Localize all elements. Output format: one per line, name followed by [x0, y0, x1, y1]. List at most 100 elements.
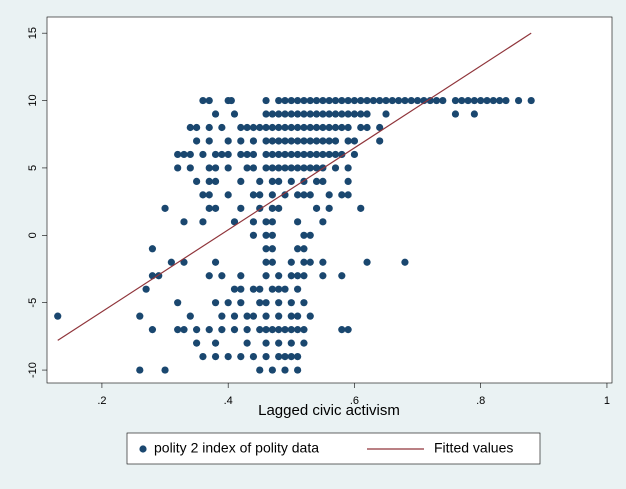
- data-point: [205, 326, 213, 334]
- data-point: [401, 258, 409, 266]
- legend-label: polity 2 index of polity data: [154, 440, 319, 456]
- plot-area: [46, 16, 613, 384]
- data-point: [312, 150, 321, 159]
- data-point: [287, 164, 295, 172]
- data-point: [306, 312, 314, 320]
- data-point: [186, 164, 194, 172]
- data-point: [237, 204, 245, 212]
- data-point: [275, 137, 283, 145]
- data-point: [237, 285, 245, 293]
- data-point: [300, 191, 308, 199]
- x-axis-title: Lagged civic activism: [258, 402, 400, 419]
- data-point: [268, 231, 276, 239]
- data-point: [294, 137, 302, 145]
- legend-marker: [139, 445, 147, 453]
- data-point: [211, 164, 220, 172]
- data-point: [211, 352, 220, 361]
- data-point: [287, 123, 295, 132]
- data-point: [211, 204, 220, 212]
- data-point: [451, 96, 460, 105]
- data-point: [464, 96, 472, 105]
- data-point: [363, 258, 371, 266]
- data-point: [249, 164, 258, 172]
- data-point: [287, 96, 295, 105]
- data-point: [180, 150, 188, 159]
- y-tick-label: 10: [27, 94, 39, 106]
- data-point: [262, 123, 270, 132]
- data-point: [268, 164, 276, 172]
- data-point: [275, 110, 283, 118]
- data-point: [338, 272, 346, 280]
- data-point: [224, 299, 232, 307]
- data-point: [319, 137, 327, 145]
- data-point: [224, 150, 232, 159]
- data-point: [338, 326, 346, 334]
- data-point: [300, 164, 308, 172]
- data-point: [300, 272, 308, 280]
- data-point: [237, 137, 245, 145]
- data-point: [407, 96, 415, 105]
- data-point: [344, 110, 352, 118]
- data-point: [205, 96, 213, 105]
- data-point: [281, 191, 289, 199]
- data-point: [218, 312, 226, 320]
- data-point: [161, 366, 169, 374]
- data-point: [199, 150, 207, 159]
- data-point: [275, 339, 283, 347]
- data-point: [249, 123, 258, 132]
- data-point: [275, 285, 283, 293]
- data-point: [287, 258, 295, 266]
- data-point: [205, 204, 213, 212]
- data-point: [199, 218, 207, 226]
- data-point: [268, 177, 276, 186]
- data-point: [230, 312, 239, 320]
- data-point: [319, 96, 327, 105]
- data-point: [294, 312, 302, 320]
- data-point: [227, 96, 235, 105]
- data-point: [527, 96, 535, 105]
- data-point: [161, 204, 169, 212]
- data-point: [502, 96, 510, 105]
- data-point: [369, 96, 377, 105]
- x-tick-label: 1: [604, 395, 610, 407]
- data-point: [193, 123, 201, 132]
- data-point: [262, 150, 270, 159]
- data-point: [281, 123, 289, 132]
- data-point: [243, 150, 251, 159]
- data-point: [193, 177, 201, 186]
- data-point: [262, 352, 270, 361]
- data-point: [281, 137, 289, 145]
- data-point: [344, 177, 352, 186]
- data-point: [268, 285, 276, 293]
- data-point: [325, 123, 333, 132]
- data-point: [249, 312, 258, 320]
- data-point: [294, 150, 302, 159]
- data-point: [294, 245, 302, 253]
- data-point: [281, 326, 289, 334]
- data-point: [338, 150, 346, 159]
- data-point: [262, 96, 270, 105]
- data-point: [262, 231, 270, 239]
- data-point: [224, 137, 232, 145]
- data-point: [268, 123, 276, 132]
- data-point: [180, 326, 188, 334]
- data-point: [275, 177, 283, 186]
- data-point: [294, 191, 302, 199]
- data-point: [174, 164, 182, 172]
- data-point: [249, 191, 258, 199]
- data-point: [230, 110, 239, 118]
- data-point: [256, 366, 264, 374]
- data-point: [256, 285, 264, 293]
- y-tick-label: 5: [27, 165, 39, 171]
- fit-line: [57, 32, 532, 341]
- data-point: [268, 150, 276, 159]
- data-point: [243, 123, 251, 132]
- y-tick-label: -10: [27, 362, 39, 378]
- data-point: [470, 96, 478, 105]
- data-point: [167, 258, 175, 266]
- data-point: [262, 164, 270, 172]
- data-point: [136, 312, 144, 320]
- data-point: [199, 191, 207, 199]
- data-point: [312, 164, 321, 172]
